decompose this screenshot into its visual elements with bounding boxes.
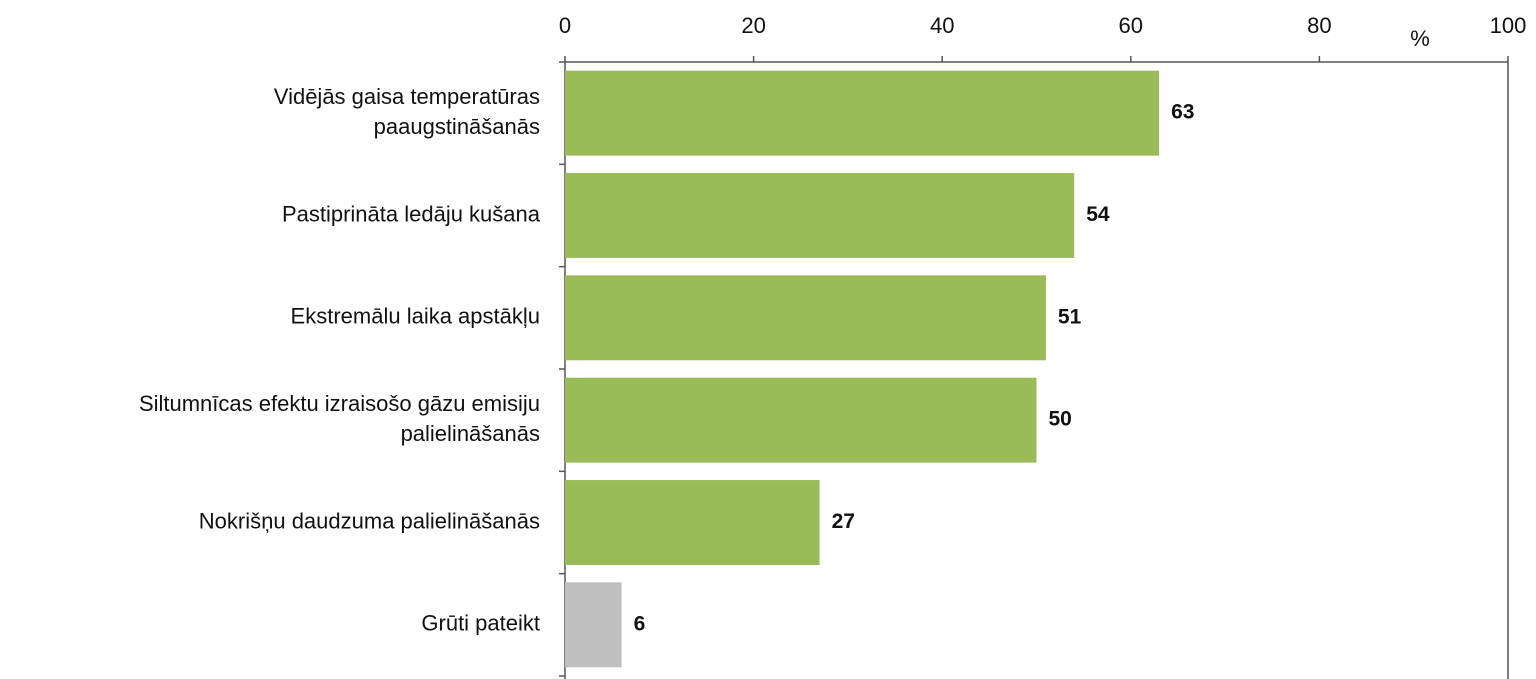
value-label: 50 bbox=[1049, 408, 1072, 431]
value-label: 51 bbox=[1058, 305, 1082, 328]
y-tick-label: Nokrišņu daudzuma palielināšanās bbox=[199, 508, 540, 533]
bar bbox=[565, 480, 820, 565]
value-label: 6 bbox=[634, 612, 646, 635]
bar bbox=[565, 173, 1075, 258]
value-label: 63 bbox=[1171, 101, 1194, 124]
y-tick-label: Ekstremālu laika apstākļu bbox=[291, 304, 540, 329]
y-tick-label: Vidējās gaisa temperatūras bbox=[274, 84, 540, 109]
y-tick-label: Grūti pateikt bbox=[421, 611, 540, 636]
bar bbox=[565, 70, 1160, 156]
x-tick-label: 0 bbox=[559, 13, 571, 38]
y-tick-label: palielināšanās bbox=[401, 421, 540, 446]
value-label: 27 bbox=[832, 510, 855, 533]
x-tick-label: 60 bbox=[1119, 13, 1143, 38]
x-tick-label: 100 bbox=[1490, 13, 1527, 38]
x-unit: % bbox=[1410, 26, 1430, 51]
bar bbox=[565, 582, 622, 668]
y-tick-label: paaugstināšanās bbox=[374, 114, 540, 139]
y-tick-label: Siltumnīcas efektu izraisošo gāzu emisij… bbox=[139, 391, 540, 416]
bar bbox=[565, 377, 1037, 463]
x-tick-label: 20 bbox=[741, 13, 765, 38]
y-tick-label: Pastiprināta ledāju kušana bbox=[282, 201, 541, 226]
bar bbox=[565, 275, 1046, 361]
value-label: 54 bbox=[1086, 203, 1110, 226]
x-tick-label: 40 bbox=[930, 13, 954, 38]
x-tick-label: 80 bbox=[1307, 13, 1331, 38]
